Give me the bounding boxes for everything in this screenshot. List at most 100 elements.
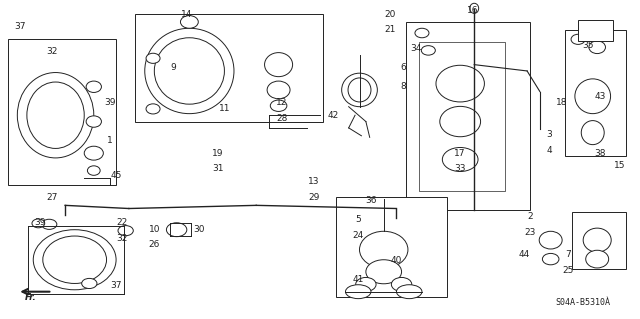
Ellipse shape [442, 147, 478, 172]
Text: 27: 27 [47, 193, 58, 202]
Text: S04A-B5310À: S04A-B5310À [556, 298, 611, 307]
Ellipse shape [27, 82, 84, 148]
Text: 38: 38 [595, 149, 606, 158]
Text: 32: 32 [47, 48, 58, 56]
Ellipse shape [43, 236, 106, 284]
Text: 39: 39 [104, 98, 115, 107]
Ellipse shape [396, 285, 422, 299]
Text: 12: 12 [276, 98, 287, 107]
Ellipse shape [82, 278, 97, 288]
Text: 28: 28 [276, 114, 287, 123]
Ellipse shape [583, 228, 611, 252]
Text: 22: 22 [117, 218, 128, 227]
Text: 17: 17 [454, 149, 466, 158]
Bar [572, 212, 626, 269]
Text: 40: 40 [391, 256, 402, 265]
Text: 4: 4 [547, 145, 552, 154]
Ellipse shape [571, 34, 585, 44]
Ellipse shape [118, 226, 133, 236]
Bar [8, 39, 116, 185]
Text: 1: 1 [107, 136, 113, 145]
Ellipse shape [586, 250, 609, 268]
Text: 11: 11 [219, 104, 230, 113]
Ellipse shape [86, 116, 101, 127]
Ellipse shape [42, 219, 57, 229]
Text: 16: 16 [467, 6, 479, 15]
Ellipse shape [392, 278, 412, 291]
Ellipse shape [436, 65, 484, 102]
Text: 6: 6 [400, 63, 406, 72]
Ellipse shape [366, 260, 401, 284]
Ellipse shape [180, 16, 198, 28]
Text: 45: 45 [111, 171, 122, 180]
Bar [578, 20, 613, 41]
Text: 30: 30 [193, 225, 205, 234]
Ellipse shape [166, 223, 187, 237]
Text: 37: 37 [110, 281, 122, 291]
Text: 7: 7 [566, 250, 572, 259]
Ellipse shape [86, 81, 101, 93]
Text: 43: 43 [595, 92, 606, 101]
Text: 20: 20 [385, 10, 396, 19]
Ellipse shape [270, 100, 287, 111]
Text: Fr.: Fr. [25, 293, 36, 302]
Text: 35: 35 [582, 41, 593, 50]
Bar [135, 14, 323, 122]
Text: 13: 13 [308, 177, 319, 186]
Ellipse shape [589, 41, 605, 54]
Text: 39: 39 [34, 218, 45, 227]
Ellipse shape [17, 72, 94, 158]
Ellipse shape [348, 78, 371, 102]
Ellipse shape [33, 230, 116, 290]
Bar [565, 30, 626, 156]
Text: 42: 42 [327, 111, 339, 120]
Bar [406, 22, 531, 210]
Ellipse shape [360, 231, 408, 268]
Ellipse shape [470, 3, 479, 13]
Text: 23: 23 [525, 228, 536, 237]
Ellipse shape [356, 278, 376, 291]
Ellipse shape [421, 46, 435, 55]
Text: 33: 33 [454, 165, 466, 174]
Text: 9: 9 [171, 63, 176, 72]
Ellipse shape [346, 285, 371, 299]
Text: 3: 3 [547, 130, 552, 139]
Ellipse shape [415, 28, 429, 38]
Text: 37: 37 [15, 22, 26, 31]
Text: 25: 25 [563, 266, 574, 275]
Text: 24: 24 [353, 231, 364, 240]
Ellipse shape [267, 81, 290, 99]
Ellipse shape [146, 53, 160, 63]
Text: 36: 36 [365, 196, 377, 205]
Ellipse shape [145, 28, 234, 114]
Text: 14: 14 [180, 10, 192, 19]
Ellipse shape [542, 253, 559, 265]
Ellipse shape [154, 38, 225, 104]
Ellipse shape [84, 146, 103, 160]
Ellipse shape [581, 121, 604, 145]
Ellipse shape [146, 104, 160, 114]
Bar [419, 42, 505, 191]
Text: 8: 8 [400, 82, 406, 91]
Text: 19: 19 [212, 149, 224, 158]
Ellipse shape [540, 231, 562, 249]
Text: 10: 10 [148, 225, 160, 234]
Ellipse shape [88, 166, 100, 175]
Text: 18: 18 [556, 98, 568, 107]
Text: 34: 34 [410, 44, 421, 53]
Text: 44: 44 [518, 250, 529, 259]
Ellipse shape [264, 53, 292, 77]
Ellipse shape [440, 106, 481, 137]
Ellipse shape [575, 79, 611, 114]
Bar [336, 197, 447, 297]
Text: 41: 41 [353, 275, 364, 284]
Text: 15: 15 [614, 161, 625, 170]
Text: 32: 32 [116, 234, 128, 243]
Text: 26: 26 [148, 241, 160, 249]
Text: 5: 5 [355, 215, 361, 224]
Ellipse shape [342, 73, 378, 107]
Text: 21: 21 [385, 25, 396, 34]
Text: 29: 29 [308, 193, 319, 202]
Text: 31: 31 [212, 165, 224, 174]
Ellipse shape [32, 219, 45, 228]
